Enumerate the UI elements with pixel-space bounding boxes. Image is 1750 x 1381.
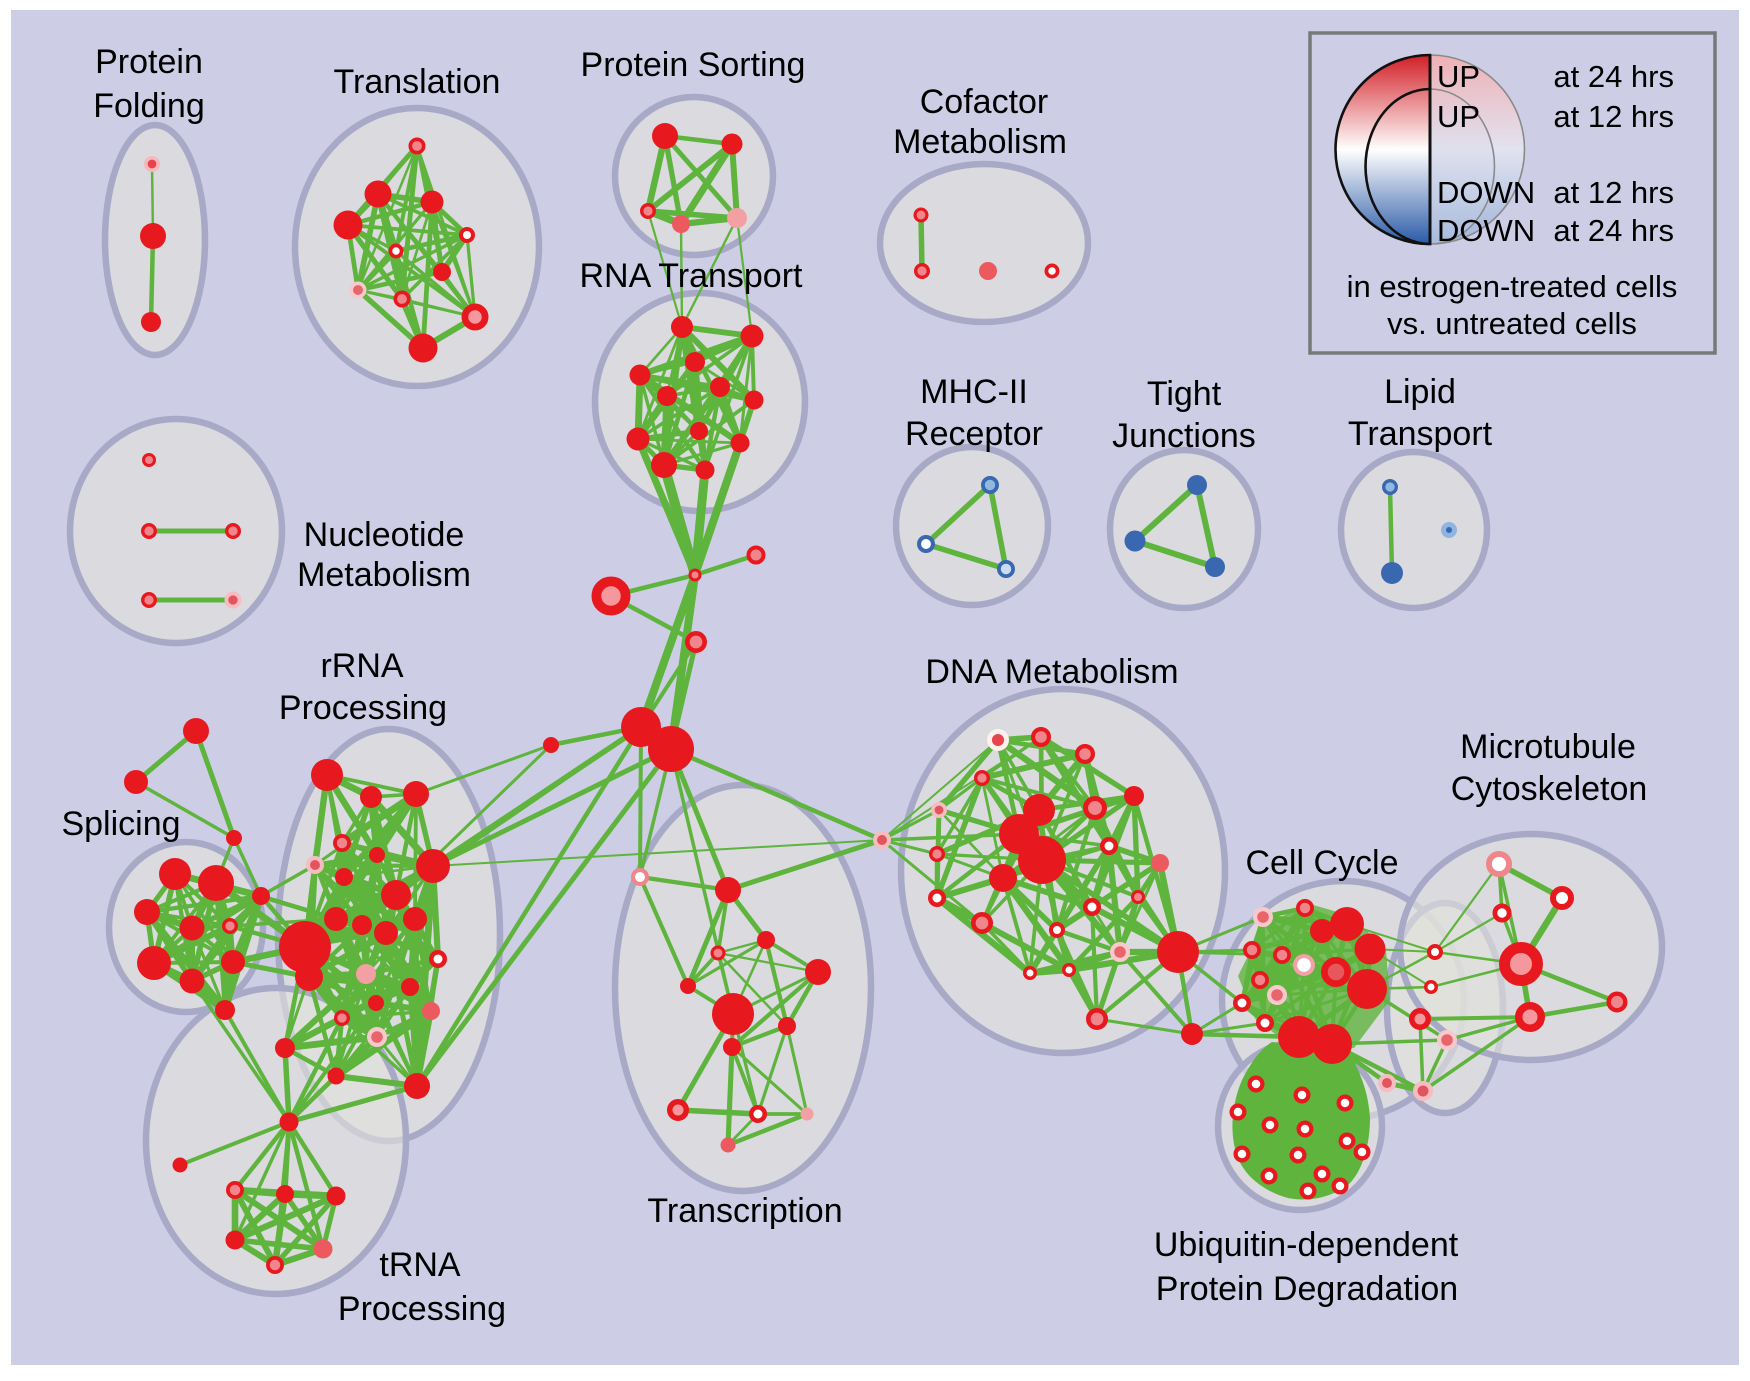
svg-text:DNA Metabolism: DNA Metabolism — [925, 653, 1178, 691]
svg-text:Metabolism: Metabolism — [297, 556, 471, 594]
svg-text:Cytoskeleton: Cytoskeleton — [1451, 770, 1648, 808]
svg-text:Cell Cycle: Cell Cycle — [1245, 844, 1398, 882]
svg-text:Transcription: Transcription — [647, 1192, 842, 1230]
svg-text:tRNA: tRNA — [379, 1246, 461, 1284]
svg-text:Translation: Translation — [334, 63, 501, 101]
svg-text:Protein Degradation: Protein Degradation — [1156, 1270, 1458, 1308]
svg-text:at 24 hrs: at 24 hrs — [1553, 59, 1674, 94]
svg-text:UP: UP — [1437, 59, 1480, 94]
svg-text:DOWN: DOWN — [1437, 175, 1535, 210]
svg-text:MHC-II: MHC-II — [920, 373, 1028, 411]
svg-text:Junctions: Junctions — [1112, 417, 1256, 455]
svg-text:Protein Sorting: Protein Sorting — [581, 46, 806, 84]
svg-text:Processing: Processing — [338, 1290, 506, 1328]
svg-text:Tight: Tight — [1147, 375, 1222, 413]
svg-text:Receptor: Receptor — [905, 415, 1043, 453]
svg-text:Microtubule: Microtubule — [1460, 728, 1636, 766]
svg-text:at 12 hrs: at 12 hrs — [1553, 99, 1674, 134]
svg-text:Metabolism: Metabolism — [893, 123, 1067, 161]
svg-text:at 12 hrs: at 12 hrs — [1553, 175, 1674, 210]
svg-text:rRNA: rRNA — [320, 647, 403, 685]
svg-text:Processing: Processing — [279, 689, 447, 727]
svg-text:Cofactor: Cofactor — [920, 83, 1049, 121]
svg-text:DOWN: DOWN — [1437, 213, 1535, 248]
svg-text:vs. untreated cells: vs. untreated cells — [1387, 306, 1637, 341]
svg-text:RNA Transport: RNA Transport — [580, 257, 804, 295]
svg-text:at 24 hrs: at 24 hrs — [1553, 213, 1674, 248]
svg-text:Ubiquitin-dependent: Ubiquitin-dependent — [1154, 1226, 1459, 1264]
svg-text:in estrogen-treated cells: in estrogen-treated cells — [1347, 269, 1678, 304]
svg-text:Transport: Transport — [1348, 415, 1493, 453]
svg-text:Nucleotide: Nucleotide — [304, 516, 465, 554]
svg-text:Folding: Folding — [93, 87, 205, 125]
svg-text:UP: UP — [1437, 99, 1480, 134]
svg-text:Protein: Protein — [95, 43, 203, 81]
svg-text:Lipid: Lipid — [1384, 373, 1456, 411]
svg-text:Splicing: Splicing — [61, 805, 180, 843]
